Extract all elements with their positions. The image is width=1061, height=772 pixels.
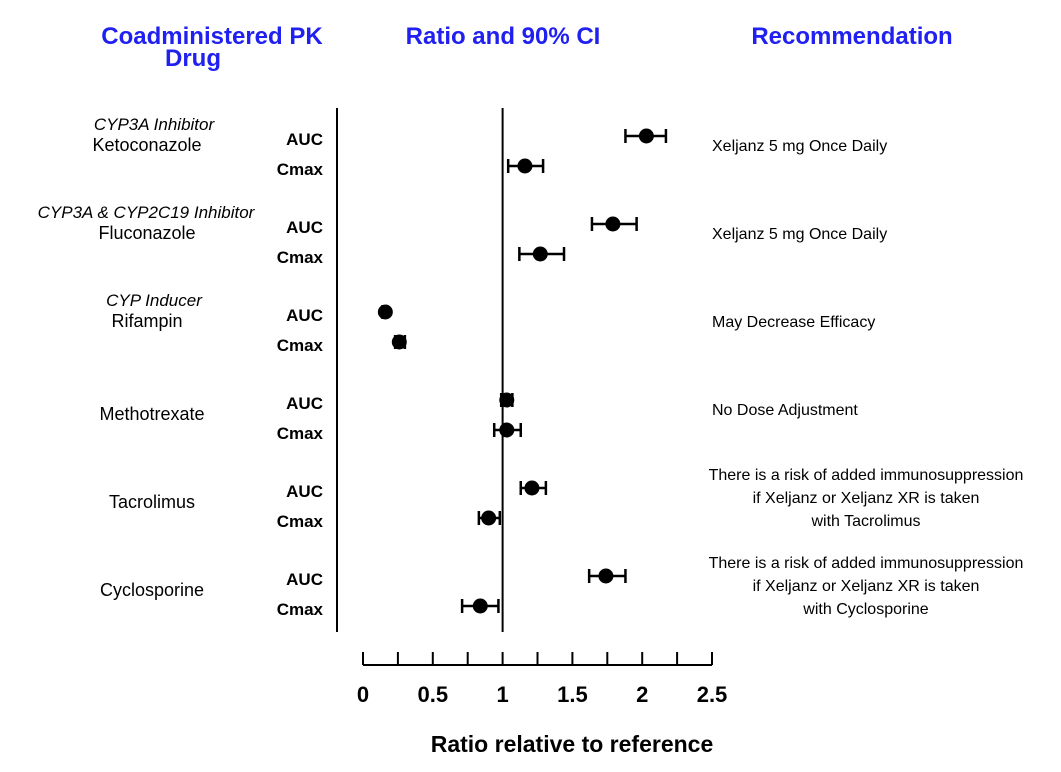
recommendation-text: with Cyclosporine	[802, 601, 928, 618]
drug-category-label: CYP3A & CYP2C19 Inhibitor	[38, 203, 256, 222]
header-drug-line1: Coadministered PK	[101, 23, 323, 50]
metric-label: AUC	[286, 394, 323, 413]
drug-group: Cyclosporine AUC Cmax There is a risk of ad…	[100, 555, 1023, 619]
ratio-point	[598, 568, 614, 584]
ratio-point	[472, 598, 488, 614]
metric-label: AUC	[286, 218, 323, 237]
metric-label: Cmax	[277, 424, 324, 443]
metric-label: Cmax	[277, 248, 324, 267]
ratio-point	[499, 392, 515, 408]
metric-label: AUC	[286, 570, 323, 589]
drug-category-label: CYP3A Inhibitor	[94, 115, 216, 134]
recommendation-text: if Xeljanz or Xeljanz XR is taken	[753, 490, 980, 507]
x-tick-label: 0.5	[418, 682, 449, 707]
recommendation-text: There is a risk of added immunosuppressi…	[709, 555, 1024, 572]
ratio-point	[391, 334, 407, 350]
metric-label: AUC	[286, 130, 323, 149]
x-tick-label: 1	[496, 682, 508, 707]
ratio-point	[524, 480, 540, 496]
drug-name-label: Fluconazole	[98, 223, 195, 243]
drug-category-label: CYP Inducer	[106, 291, 203, 310]
recommendation-text: with Tacrolimus	[810, 513, 920, 530]
header-drug-line2: Drug	[165, 45, 221, 72]
drug-group: Methotrexate AUC Cmax No Dose Adjustment	[99, 392, 858, 443]
header-recommendation: Recommendation	[751, 23, 952, 50]
recommendation-text: Xeljanz 5 mg Once Daily	[712, 226, 887, 243]
drug-name-label: Cyclosporine	[100, 580, 204, 600]
x-tick-label: 2	[636, 682, 648, 707]
metric-label: Cmax	[277, 160, 324, 179]
recommendation-text: Xeljanz 5 mg Once Daily	[712, 138, 887, 155]
x-tick-label: 2.5	[697, 682, 728, 707]
metric-label: Cmax	[277, 600, 324, 619]
recommendation-text: if Xeljanz or Xeljanz XR is taken	[753, 578, 980, 595]
x-tick-label: 1.5	[557, 682, 588, 707]
metric-label: Cmax	[277, 336, 324, 355]
ratio-point	[638, 128, 654, 144]
x-axis-ticks: 0 0.5 1 1.5 2 2.5	[357, 652, 727, 707]
header-ratio: Ratio and 90% CI	[406, 23, 601, 50]
ratio-point	[605, 216, 621, 232]
drug-name-label: Ketoconazole	[92, 135, 201, 155]
recommendation-text: There is a risk of added immunosuppressi…	[709, 467, 1024, 484]
drug-name-label: Rifampin	[111, 311, 182, 331]
drug-name-label: Methotrexate	[99, 404, 204, 424]
drug-name-label: Tacrolimus	[109, 492, 195, 512]
ratio-point	[499, 422, 515, 438]
x-tick-label: 0	[357, 682, 369, 707]
metric-label: AUC	[286, 306, 323, 325]
ratio-point	[532, 246, 548, 262]
metric-label: AUC	[286, 482, 323, 501]
ratio-point	[481, 510, 497, 526]
ratio-point	[377, 304, 393, 320]
metric-label: Cmax	[277, 512, 324, 531]
ratio-point	[517, 158, 533, 174]
recommendation-text: No Dose Adjustment	[712, 402, 858, 419]
x-axis-label: Ratio relative to reference	[431, 731, 714, 757]
drug-group: Tacrolimus AUC Cmax There is a risk of adde…	[109, 467, 1023, 531]
recommendation-text: May Decrease Efficacy	[712, 314, 875, 331]
